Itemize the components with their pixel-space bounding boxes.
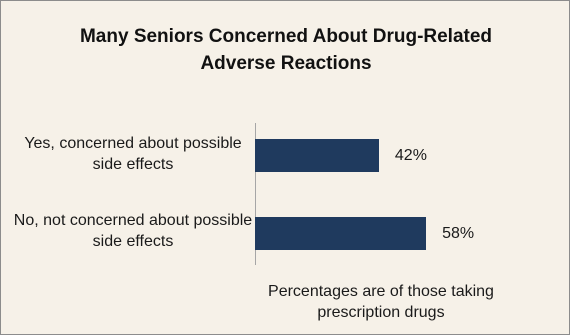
data-label-yes: 42% [394,147,427,164]
bar-no [255,217,427,250]
category-label-yes: Yes, concerned about possible side effec… [24,135,242,173]
chart-title: Many Seniors Concerned About Drug-Relate… [79,26,493,74]
category-label-no: No, not concerned about possible side ef… [13,212,253,250]
chart-footnote: Percentages are of those taking prescrip… [268,283,494,321]
category-axis-line [255,123,256,265]
data-label-no: 58% [442,225,475,242]
bar-yes [255,139,379,172]
